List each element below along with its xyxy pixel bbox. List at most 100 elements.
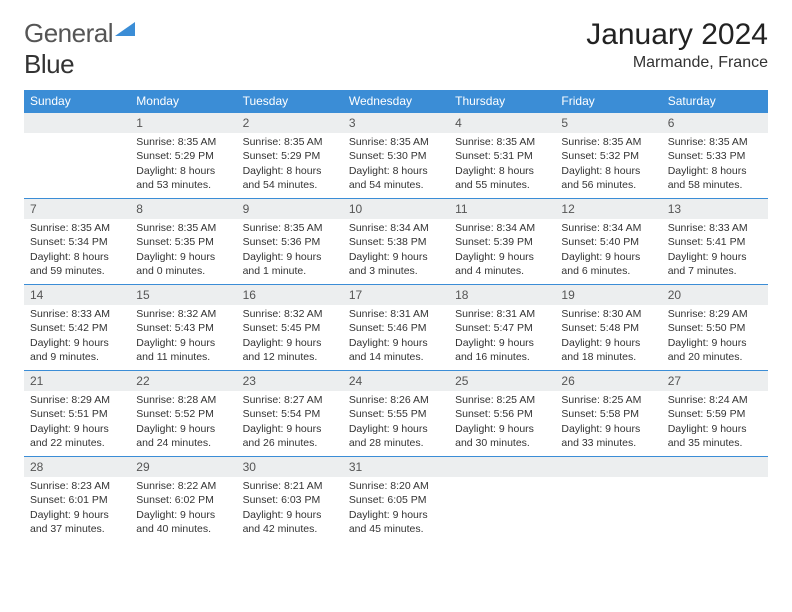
daylight-text-2: and 35 minutes. bbox=[668, 436, 762, 450]
sunset-text: Sunset: 5:56 PM bbox=[455, 407, 549, 421]
daylight-text-2: and 54 minutes. bbox=[349, 178, 443, 192]
calendar-day-cell: 7Sunrise: 8:35 AMSunset: 5:34 PMDaylight… bbox=[24, 198, 130, 284]
daylight-text-2: and 6 minutes. bbox=[561, 264, 655, 278]
daylight-text-1: Daylight: 9 hours bbox=[136, 336, 230, 350]
calendar-day-cell: 2Sunrise: 8:35 AMSunset: 5:29 PMDaylight… bbox=[237, 112, 343, 198]
calendar-day-cell: 10Sunrise: 8:34 AMSunset: 5:38 PMDayligh… bbox=[343, 198, 449, 284]
calendar-day-cell: 19Sunrise: 8:30 AMSunset: 5:48 PMDayligh… bbox=[555, 284, 661, 370]
day-number: 15 bbox=[130, 284, 236, 305]
calendar-day-cell: 29Sunrise: 8:22 AMSunset: 6:02 PMDayligh… bbox=[130, 456, 236, 542]
day-number: 30 bbox=[237, 456, 343, 477]
daylight-text-1: Daylight: 9 hours bbox=[561, 422, 655, 436]
weekday-header: Monday bbox=[130, 90, 236, 112]
sunset-text: Sunset: 6:05 PM bbox=[349, 493, 443, 507]
sunset-text: Sunset: 5:34 PM bbox=[30, 235, 124, 249]
day-number: 17 bbox=[343, 284, 449, 305]
sunrise-text: Sunrise: 8:22 AM bbox=[136, 479, 230, 493]
day-number: 16 bbox=[237, 284, 343, 305]
brand-triangle-icon bbox=[115, 22, 135, 36]
sunset-text: Sunset: 6:02 PM bbox=[136, 493, 230, 507]
calendar-day-cell: 25Sunrise: 8:25 AMSunset: 5:56 PMDayligh… bbox=[449, 370, 555, 456]
weekday-header: Tuesday bbox=[237, 90, 343, 112]
day-number: 5 bbox=[555, 112, 661, 133]
calendar-body: .1Sunrise: 8:35 AMSunset: 5:29 PMDayligh… bbox=[24, 112, 768, 542]
day-number: 20 bbox=[662, 284, 768, 305]
daylight-text-1: Daylight: 9 hours bbox=[349, 508, 443, 522]
day-details: Sunrise: 8:20 AMSunset: 6:05 PMDaylight:… bbox=[343, 477, 449, 540]
sunrise-text: Sunrise: 8:35 AM bbox=[243, 135, 337, 149]
sunset-text: Sunset: 5:39 PM bbox=[455, 235, 549, 249]
daylight-text-2: and 12 minutes. bbox=[243, 350, 337, 364]
day-number: 14 bbox=[24, 284, 130, 305]
calendar-day-cell: 24Sunrise: 8:26 AMSunset: 5:55 PMDayligh… bbox=[343, 370, 449, 456]
sunrise-text: Sunrise: 8:35 AM bbox=[455, 135, 549, 149]
sunrise-text: Sunrise: 8:32 AM bbox=[243, 307, 337, 321]
day-number: 31 bbox=[343, 456, 449, 477]
sunset-text: Sunset: 5:42 PM bbox=[30, 321, 124, 335]
daylight-text-1: Daylight: 8 hours bbox=[455, 164, 549, 178]
day-number: . bbox=[662, 456, 768, 477]
day-details: Sunrise: 8:34 AMSunset: 5:39 PMDaylight:… bbox=[449, 219, 555, 282]
day-details: Sunrise: 8:35 AMSunset: 5:34 PMDaylight:… bbox=[24, 219, 130, 282]
sunset-text: Sunset: 5:55 PM bbox=[349, 407, 443, 421]
brand-name: General Blue bbox=[24, 18, 135, 80]
sunrise-text: Sunrise: 8:35 AM bbox=[561, 135, 655, 149]
calendar-day-cell: 6Sunrise: 8:35 AMSunset: 5:33 PMDaylight… bbox=[662, 112, 768, 198]
daylight-text-2: and 20 minutes. bbox=[668, 350, 762, 364]
day-details: Sunrise: 8:30 AMSunset: 5:48 PMDaylight:… bbox=[555, 305, 661, 368]
sunrise-text: Sunrise: 8:25 AM bbox=[561, 393, 655, 407]
sunrise-text: Sunrise: 8:35 AM bbox=[136, 135, 230, 149]
daylight-text-1: Daylight: 9 hours bbox=[243, 508, 337, 522]
sunrise-text: Sunrise: 8:33 AM bbox=[668, 221, 762, 235]
day-details: Sunrise: 8:32 AMSunset: 5:43 PMDaylight:… bbox=[130, 305, 236, 368]
sunset-text: Sunset: 5:29 PM bbox=[243, 149, 337, 163]
daylight-text-1: Daylight: 9 hours bbox=[668, 336, 762, 350]
calendar-day-cell: 27Sunrise: 8:24 AMSunset: 5:59 PMDayligh… bbox=[662, 370, 768, 456]
sunrise-text: Sunrise: 8:35 AM bbox=[243, 221, 337, 235]
sunset-text: Sunset: 5:36 PM bbox=[243, 235, 337, 249]
daylight-text-1: Daylight: 9 hours bbox=[30, 422, 124, 436]
sunrise-text: Sunrise: 8:32 AM bbox=[136, 307, 230, 321]
sunrise-text: Sunrise: 8:23 AM bbox=[30, 479, 124, 493]
sunrise-text: Sunrise: 8:27 AM bbox=[243, 393, 337, 407]
day-details: Sunrise: 8:35 AMSunset: 5:33 PMDaylight:… bbox=[662, 133, 768, 196]
day-details: Sunrise: 8:32 AMSunset: 5:45 PMDaylight:… bbox=[237, 305, 343, 368]
sunrise-text: Sunrise: 8:35 AM bbox=[136, 221, 230, 235]
sunrise-text: Sunrise: 8:31 AM bbox=[455, 307, 549, 321]
day-details: Sunrise: 8:35 AMSunset: 5:29 PMDaylight:… bbox=[130, 133, 236, 196]
calendar-day-cell: 30Sunrise: 8:21 AMSunset: 6:03 PMDayligh… bbox=[237, 456, 343, 542]
day-number: 28 bbox=[24, 456, 130, 477]
month-title: January 2024 bbox=[586, 18, 768, 52]
daylight-text-2: and 16 minutes. bbox=[455, 350, 549, 364]
sunrise-text: Sunrise: 8:24 AM bbox=[668, 393, 762, 407]
daylight-text-2: and 24 minutes. bbox=[136, 436, 230, 450]
calendar-day-cell: 5Sunrise: 8:35 AMSunset: 5:32 PMDaylight… bbox=[555, 112, 661, 198]
daylight-text-1: Daylight: 9 hours bbox=[668, 250, 762, 264]
page-header: General Blue January 2024 Marmande, Fran… bbox=[24, 18, 768, 80]
sunset-text: Sunset: 5:40 PM bbox=[561, 235, 655, 249]
calendar-week-row: 7Sunrise: 8:35 AMSunset: 5:34 PMDaylight… bbox=[24, 198, 768, 284]
day-number: 22 bbox=[130, 370, 236, 391]
calendar-day-cell: 20Sunrise: 8:29 AMSunset: 5:50 PMDayligh… bbox=[662, 284, 768, 370]
daylight-text-2: and 37 minutes. bbox=[30, 522, 124, 536]
calendar-day-cell: 14Sunrise: 8:33 AMSunset: 5:42 PMDayligh… bbox=[24, 284, 130, 370]
day-number: 26 bbox=[555, 370, 661, 391]
sunset-text: Sunset: 5:29 PM bbox=[136, 149, 230, 163]
weekday-header: Wednesday bbox=[343, 90, 449, 112]
sunrise-text: Sunrise: 8:35 AM bbox=[349, 135, 443, 149]
daylight-text-2: and 18 minutes. bbox=[561, 350, 655, 364]
sunset-text: Sunset: 5:35 PM bbox=[136, 235, 230, 249]
day-details: Sunrise: 8:35 AMSunset: 5:29 PMDaylight:… bbox=[237, 133, 343, 196]
daylight-text-1: Daylight: 9 hours bbox=[30, 336, 124, 350]
sunset-text: Sunset: 5:43 PM bbox=[136, 321, 230, 335]
daylight-text-2: and 28 minutes. bbox=[349, 436, 443, 450]
daylight-text-2: and 45 minutes. bbox=[349, 522, 443, 536]
day-number: 27 bbox=[662, 370, 768, 391]
sunset-text: Sunset: 5:46 PM bbox=[349, 321, 443, 335]
sunrise-text: Sunrise: 8:25 AM bbox=[455, 393, 549, 407]
calendar-day-cell: 15Sunrise: 8:32 AMSunset: 5:43 PMDayligh… bbox=[130, 284, 236, 370]
daylight-text-1: Daylight: 9 hours bbox=[136, 250, 230, 264]
day-number: 19 bbox=[555, 284, 661, 305]
day-details: Sunrise: 8:34 AMSunset: 5:40 PMDaylight:… bbox=[555, 219, 661, 282]
day-number: 25 bbox=[449, 370, 555, 391]
